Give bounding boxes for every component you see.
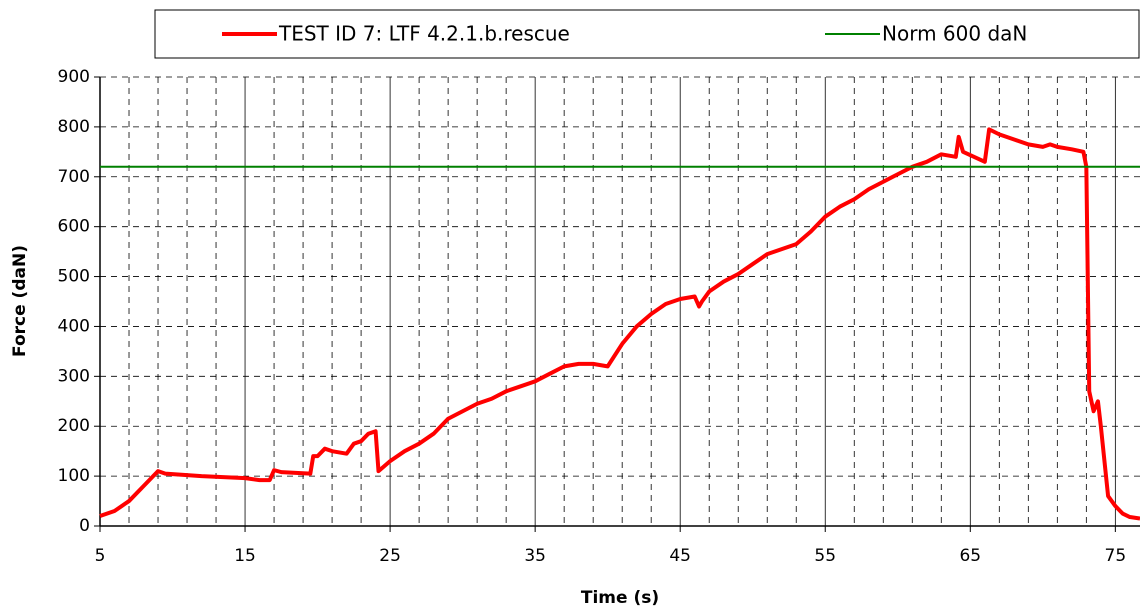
y-tick-label: 800 bbox=[58, 117, 90, 137]
legend-label: TEST ID 7: LTF 4.2.1.b.rescue bbox=[278, 22, 570, 46]
y-axis-label: Force (daN) bbox=[10, 245, 30, 357]
legend-box bbox=[154, 9, 1140, 59]
x-tick-label: 5 bbox=[95, 546, 106, 566]
y-tick-label: 900 bbox=[58, 67, 90, 87]
x-tick-label: 55 bbox=[814, 546, 836, 566]
y-tick-label: 200 bbox=[58, 416, 90, 436]
y-tick-label: 100 bbox=[58, 466, 90, 486]
x-tick-label: 15 bbox=[234, 546, 256, 566]
line-series bbox=[99, 127, 1140, 521]
legend-label: Norm 600 daN bbox=[882, 22, 1027, 46]
y-tick-label: 400 bbox=[58, 316, 90, 336]
x-tick-label: 45 bbox=[669, 546, 691, 566]
x-tick-label: 65 bbox=[959, 546, 981, 566]
y-tick-label: 600 bbox=[58, 217, 90, 237]
x-tick-label: 35 bbox=[524, 546, 546, 566]
y-tick-label: 500 bbox=[58, 267, 90, 287]
y-tick-label: 300 bbox=[58, 366, 90, 386]
x-axis-label: Time (s) bbox=[581, 588, 659, 608]
x-tick-label: 75 bbox=[1105, 546, 1127, 566]
x-tick-label: 25 bbox=[379, 546, 401, 566]
y-tick-label: 0 bbox=[79, 516, 90, 536]
y-tick-label: 700 bbox=[58, 167, 90, 187]
